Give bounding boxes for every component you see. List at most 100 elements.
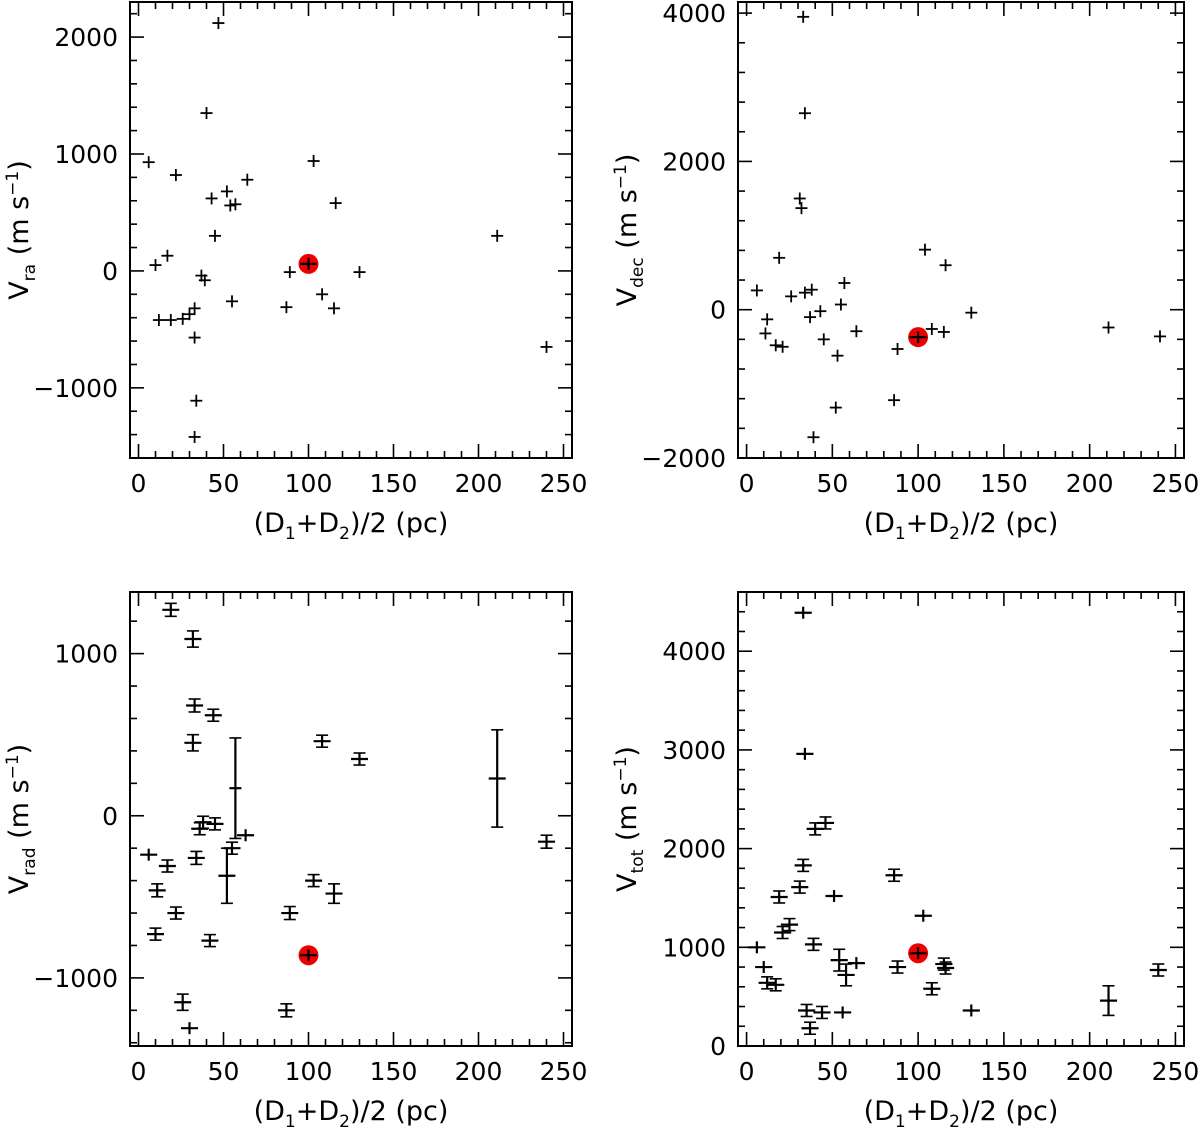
data-point	[201, 933, 219, 948]
x-tick-label: 250	[1152, 1057, 1200, 1086]
y-label-part: (m s	[612, 189, 643, 257]
data-point	[965, 306, 978, 319]
highlight-marker	[300, 949, 317, 962]
x-label-part: )/2 (pc)	[960, 508, 1058, 539]
x-tick-label: 100	[894, 469, 942, 498]
y-label-superscript: −1	[611, 757, 631, 782]
x-tick-label: 200	[455, 469, 503, 498]
x-tick-label: 100	[894, 1057, 942, 1086]
plot-frame	[737, 1, 1185, 459]
data-point	[329, 197, 342, 210]
data-point	[830, 948, 848, 972]
data-point	[923, 981, 941, 996]
x-tick-label: 150	[980, 469, 1028, 498]
data-point	[758, 976, 776, 990]
y-label-part: )	[612, 154, 643, 165]
data-point	[186, 698, 204, 713]
y-axis-label: Vrad (m s−1)	[3, 744, 40, 894]
data-point	[140, 848, 158, 861]
data-point	[805, 283, 818, 296]
data-point	[325, 883, 343, 905]
data-point	[891, 343, 904, 356]
data-point	[491, 229, 504, 242]
y-tick-label: 2000	[54, 23, 118, 52]
data-point	[918, 243, 931, 256]
data-point	[167, 906, 185, 920]
y-tick-label: 4000	[662, 637, 726, 666]
data-point	[161, 249, 174, 262]
data-point	[226, 295, 238, 308]
x-label-subscript: 1	[895, 524, 906, 544]
data-point	[158, 859, 176, 873]
x-axis-label: (D1+D2)/2 (pc)	[254, 1096, 449, 1129]
data-point	[1153, 330, 1166, 343]
data-point	[914, 909, 932, 922]
y-label-part: V	[612, 873, 643, 892]
y-tick-label: 0	[102, 257, 118, 286]
data-point	[149, 259, 162, 272]
data-point	[834, 1006, 852, 1019]
data-point	[813, 1005, 831, 1020]
data-point	[316, 288, 329, 301]
data-point	[142, 156, 155, 169]
data-point	[540, 340, 553, 353]
data-point	[188, 430, 201, 443]
x-label-part: (D	[864, 1096, 895, 1127]
x-tick-label: 100	[285, 469, 333, 498]
data-point	[162, 602, 180, 618]
panel-vdec: 0 50 100 150 200 250 −2000 0 2000 4000 (D1+D2)/2 (…	[611, 0, 1199, 544]
y-label-subscript: ra	[20, 264, 40, 281]
data-point	[353, 266, 366, 279]
x-label-subscript: 1	[285, 1112, 296, 1129]
data-point	[190, 394, 203, 407]
data-point	[187, 850, 205, 866]
data-point	[174, 993, 192, 1012]
x-tick-label: 50	[816, 1057, 848, 1086]
data-point	[206, 817, 224, 831]
plot-frame	[129, 1, 573, 459]
y-tick-label: 0	[710, 1032, 726, 1061]
plot-frame	[737, 591, 1185, 1047]
data-point	[218, 847, 236, 905]
x-tick-label: 200	[1066, 1057, 1114, 1086]
data-point	[152, 314, 165, 327]
data-point	[148, 883, 166, 898]
plot-frame	[129, 591, 573, 1047]
highlight-marker	[300, 257, 317, 270]
data-point	[223, 841, 241, 855]
x-label-subscript: 2	[339, 1112, 350, 1129]
data-point	[761, 313, 774, 326]
data-point	[791, 880, 809, 894]
panel-vra: 0 50 100 150 200 250 −1000 0 1000 2000 (D1+D2)/2 (…	[3, 1, 587, 544]
x-label-part: (D	[254, 508, 285, 539]
data-point	[937, 325, 950, 338]
y-label-part: )	[4, 744, 35, 755]
y-axis-label: Vtot (m s−1)	[611, 746, 648, 892]
data-point	[780, 917, 799, 932]
data-point	[770, 890, 788, 904]
data-point	[769, 339, 782, 352]
x-label-part: )/2 (pc)	[960, 1096, 1058, 1127]
y-tick-label: 2000	[662, 147, 726, 176]
data-point	[241, 173, 254, 186]
data-point	[825, 889, 843, 902]
data-point	[181, 1022, 198, 1035]
x-tick-label: 50	[816, 469, 848, 498]
y-axis-label: Vdec (m s−1)	[611, 154, 648, 307]
x-tick-label: 250	[1152, 469, 1200, 498]
data-point	[176, 312, 189, 325]
x-label-part: )/2 (pc)	[350, 1096, 448, 1127]
data-point	[838, 277, 851, 290]
data-point	[307, 155, 320, 168]
data-point	[1099, 984, 1118, 1017]
data-point	[209, 229, 221, 242]
data-point	[831, 349, 844, 362]
data-point	[224, 199, 237, 212]
panel-vtot: 0 50 100 150 200 250 0 1000 2000 3000 4000 (D1+D2)/…	[611, 591, 1200, 1129]
data-point	[816, 816, 835, 830]
y-tick-label: −1000	[33, 374, 118, 403]
data-point	[850, 325, 863, 338]
data-point	[798, 107, 811, 120]
x-tick-label: 0	[739, 1057, 755, 1086]
data-point	[212, 17, 225, 30]
